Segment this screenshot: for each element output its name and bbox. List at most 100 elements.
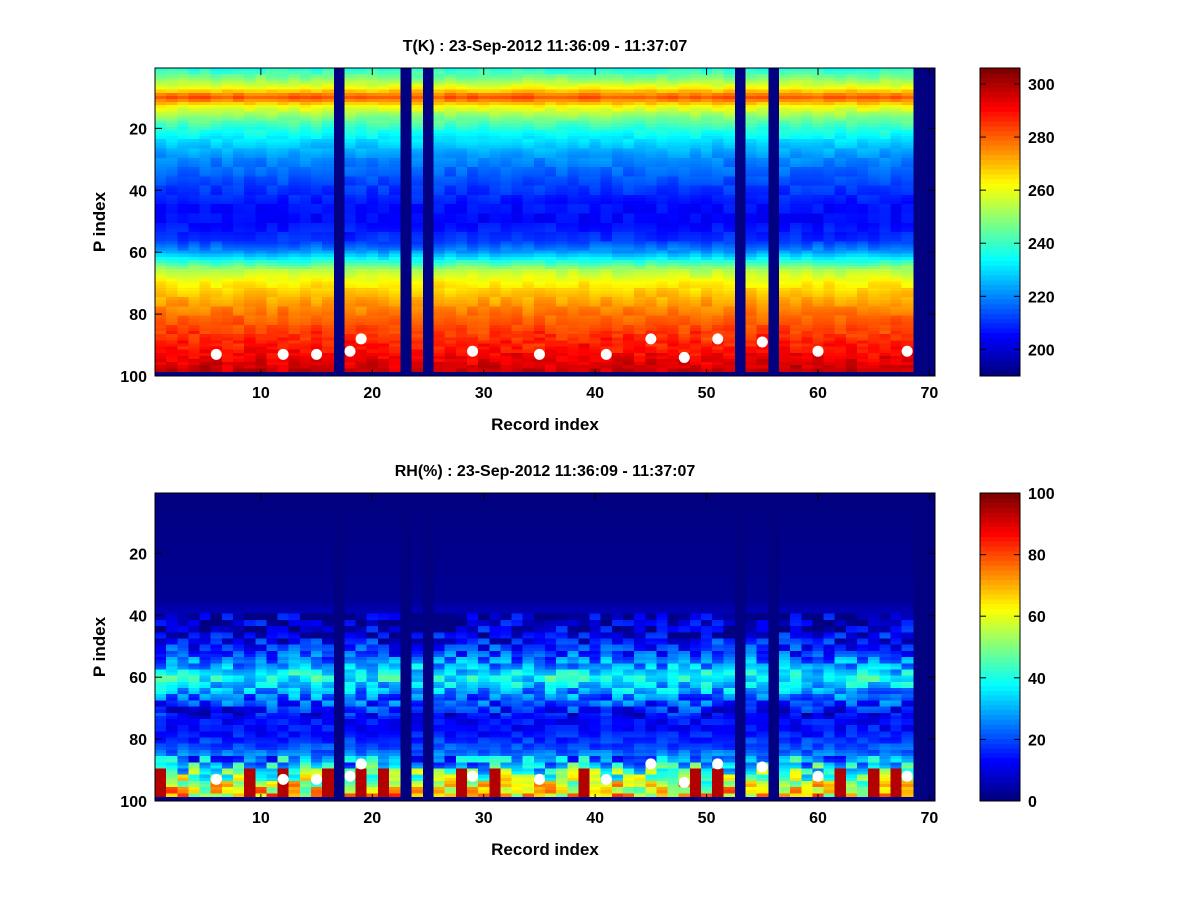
temperature-cell bbox=[567, 263, 580, 267]
temperature-cell bbox=[500, 129, 513, 134]
temperature-cell bbox=[745, 157, 758, 162]
temperature-cell bbox=[712, 365, 724, 369]
temperature-cell bbox=[511, 188, 524, 193]
temperature-cell bbox=[567, 129, 580, 134]
temperature-cell bbox=[199, 213, 212, 218]
temperature-cell bbox=[689, 340, 702, 345]
temperature-cell bbox=[411, 74, 424, 78]
temperature-cell bbox=[455, 346, 468, 351]
temperature-cell bbox=[322, 102, 334, 106]
temperature-cell bbox=[611, 355, 624, 360]
temperature-cell bbox=[344, 204, 357, 208]
temperature-cell bbox=[389, 157, 401, 162]
temperature-cell bbox=[745, 216, 758, 221]
temperature-cell bbox=[322, 318, 334, 323]
temperature-cell bbox=[656, 365, 669, 369]
temperature-cell bbox=[188, 126, 201, 131]
temperature-cell bbox=[244, 204, 256, 208]
temperature-cell bbox=[756, 148, 769, 153]
temperature-cell bbox=[678, 259, 691, 264]
temperature-cell bbox=[723, 157, 736, 162]
temperature-cell bbox=[299, 170, 312, 174]
temperature-cell bbox=[155, 247, 167, 252]
temperature-cell bbox=[645, 331, 658, 335]
temperature-cell bbox=[567, 300, 580, 304]
temperature-cell bbox=[589, 346, 602, 351]
temperature-cell bbox=[634, 95, 646, 100]
temperature-cell bbox=[299, 117, 312, 122]
temperature-cell bbox=[244, 160, 256, 165]
temperature-cell bbox=[389, 68, 401, 72]
temperature-cell bbox=[266, 136, 279, 140]
temperature-cell bbox=[723, 362, 736, 366]
temperature-cell bbox=[645, 95, 658, 100]
temperature-cell bbox=[656, 145, 669, 150]
temperature-cell bbox=[589, 163, 602, 168]
temperature-cell bbox=[578, 281, 591, 286]
temperature-cell bbox=[712, 309, 724, 314]
temperature-cell bbox=[188, 272, 201, 276]
temperature-cell bbox=[556, 228, 568, 233]
temperature-cell bbox=[199, 185, 212, 190]
temperature-cell bbox=[177, 204, 190, 208]
temperature-cell bbox=[611, 204, 624, 208]
temperature-cell bbox=[645, 185, 658, 190]
temperature-cell bbox=[556, 204, 568, 208]
temperature-cell bbox=[210, 71, 223, 75]
temperature-cell bbox=[589, 179, 602, 184]
temperature-cell bbox=[623, 198, 635, 202]
temperature-cell bbox=[177, 160, 190, 165]
temperature-cell bbox=[712, 328, 724, 332]
temperature-cell bbox=[723, 139, 736, 143]
temperature-cell bbox=[489, 194, 502, 199]
temperature-cell bbox=[511, 352, 524, 357]
temperature-cell bbox=[600, 331, 613, 335]
temperature-cell bbox=[745, 232, 758, 236]
temperature-cell bbox=[166, 340, 178, 345]
temperature-cell bbox=[478, 198, 490, 202]
temperature-cell bbox=[411, 213, 424, 218]
temperature-cell bbox=[277, 102, 290, 106]
temperature-cell bbox=[244, 151, 256, 156]
temperature-cell bbox=[389, 306, 401, 311]
temperature-cell bbox=[389, 328, 401, 332]
temperature-cell bbox=[355, 105, 368, 109]
temperature-cell bbox=[522, 136, 535, 140]
temperature-cell bbox=[478, 259, 490, 264]
temperature-cell bbox=[667, 340, 680, 345]
temperature-cell bbox=[467, 247, 479, 252]
temperature-cell bbox=[578, 111, 591, 116]
temperature-cell bbox=[233, 235, 245, 239]
temperature-cell bbox=[522, 315, 535, 320]
temperature-cell bbox=[478, 129, 490, 134]
temperature-cell bbox=[299, 157, 312, 162]
temperature-cell bbox=[533, 334, 546, 338]
temperature-cell bbox=[723, 102, 736, 106]
temperature-cell bbox=[311, 290, 323, 295]
temperature-cell bbox=[567, 148, 580, 153]
temperature-cell bbox=[745, 120, 758, 125]
temperature-cell bbox=[155, 114, 167, 119]
temperature-cell bbox=[255, 312, 268, 317]
temperature-cell bbox=[455, 355, 468, 360]
temperature-cell bbox=[556, 210, 568, 215]
temperature-cell bbox=[600, 95, 613, 100]
temperature-cell bbox=[712, 77, 724, 81]
temperature-cell bbox=[277, 133, 290, 137]
temperature-cell bbox=[611, 318, 624, 323]
temperature-cell bbox=[177, 238, 190, 242]
temperature-cell bbox=[478, 83, 490, 88]
temperature-cell bbox=[533, 80, 546, 85]
temperature-cell bbox=[756, 145, 769, 150]
temperature-cell bbox=[533, 219, 546, 224]
temperature-cell bbox=[712, 111, 724, 116]
temperature-cell bbox=[344, 253, 357, 258]
temperature-cell bbox=[355, 191, 368, 196]
temperature-cell bbox=[478, 337, 490, 342]
temperature-cell bbox=[489, 235, 502, 239]
temperature-cell bbox=[366, 157, 379, 162]
temperature-cell bbox=[533, 213, 546, 218]
temperature-cell bbox=[500, 160, 513, 165]
temperature-cell bbox=[600, 315, 613, 320]
temperature-cell bbox=[266, 263, 279, 267]
